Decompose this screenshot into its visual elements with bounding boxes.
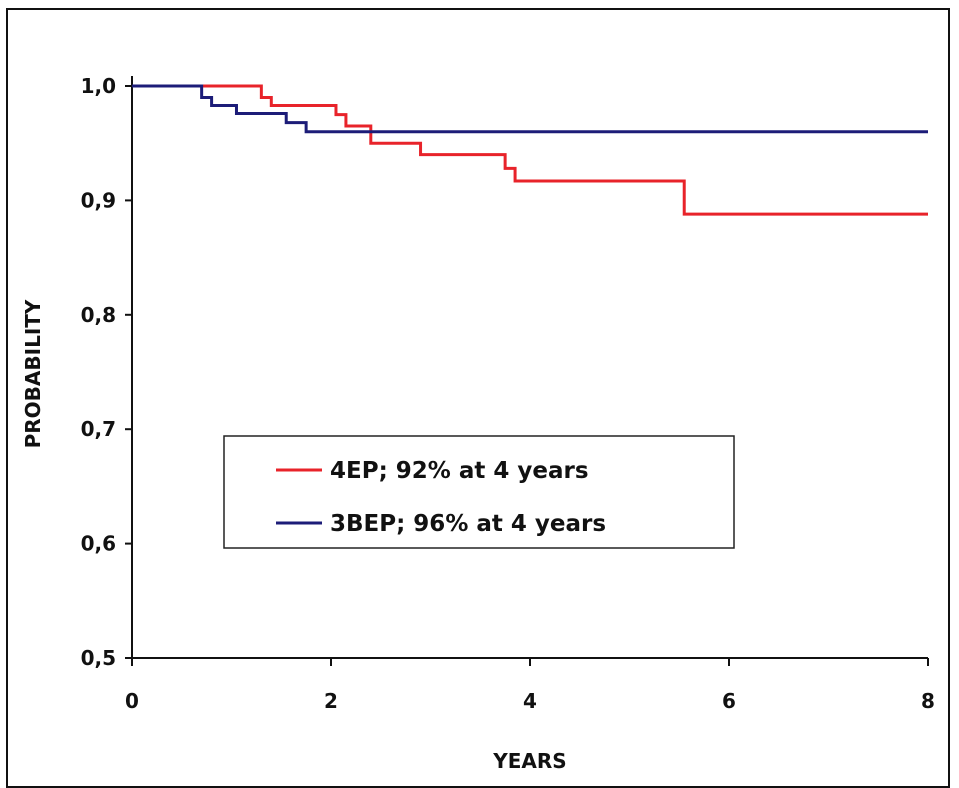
y-tick-label: 0,6 [81, 532, 116, 556]
legend-box [223, 435, 735, 549]
y-tick-label: 0,7 [81, 417, 116, 441]
series-line-3bep [132, 84, 928, 134]
y-axis-title: PROBABILITY [21, 299, 45, 448]
legend-label: 4EP; 92% at 4 years [330, 458, 589, 484]
y-tick-label: 0,9 [81, 188, 116, 212]
series-line-4ep [132, 84, 928, 216]
x-tick-label: 8 [921, 689, 935, 713]
y-tick-label: 0,8 [81, 303, 116, 327]
y-tick-label: 0,5 [81, 646, 116, 670]
legend-label: 3BEP; 96% at 4 years [330, 511, 606, 537]
x-tick-label: 4 [523, 689, 537, 713]
x-axis-title: YEARS [492, 749, 566, 773]
x-tick-label: 2 [324, 689, 338, 713]
y-ticks: 0,5 0,6 0,7 0,8 0,9 1,0 [81, 74, 132, 670]
series-layer [132, 84, 928, 216]
axes [131, 76, 928, 659]
x-tick-label: 6 [722, 689, 736, 713]
legend: 4EP; 92% at 4 years 3BEP; 96% at 4 years [223, 435, 735, 549]
x-ticks: 0 2 4 6 8 [125, 658, 935, 713]
x-tick-label: 0 [125, 689, 139, 713]
y-tick-label: 1,0 [81, 74, 116, 98]
